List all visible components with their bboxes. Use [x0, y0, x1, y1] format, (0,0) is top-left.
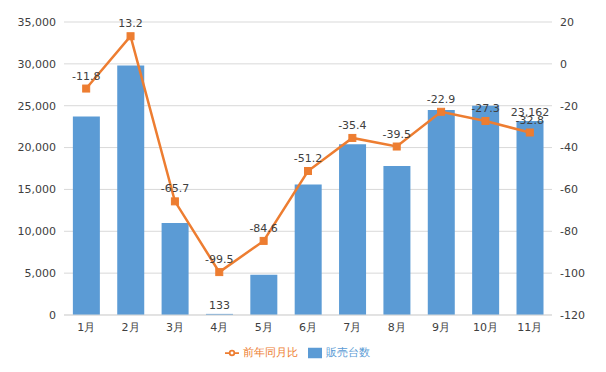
svg-text:10月: 10月 — [473, 321, 498, 334]
svg-text:20: 20 — [560, 16, 574, 29]
svg-text:11月: 11月 — [517, 321, 542, 334]
svg-text:13.2: 13.2 — [118, 17, 143, 30]
svg-text:6月: 6月 — [299, 321, 317, 334]
svg-text:-39.5: -39.5 — [382, 128, 410, 141]
svg-text:5月: 5月 — [255, 321, 273, 334]
svg-text:7月: 7月 — [343, 321, 361, 334]
svg-text:9月: 9月 — [432, 321, 450, 334]
svg-text:4月: 4月 — [210, 321, 228, 334]
svg-text:1月: 1月 — [77, 321, 95, 334]
svg-text:0: 0 — [49, 309, 56, 322]
svg-text:-65.7: -65.7 — [161, 182, 189, 195]
svg-text:10,000: 10,000 — [18, 225, 57, 238]
html-text:販売台数: 販売台数 — [325, 346, 370, 359]
svg-text:-80: -80 — [560, 225, 578, 238]
svg-text:133: 133 — [209, 299, 230, 312]
svg-text:-22.9: -22.9 — [427, 93, 455, 106]
svg-text:-32.8: -32.8 — [516, 114, 544, 127]
svg-text:5,000: 5,000 — [25, 267, 57, 280]
svg-text:-120: -120 — [560, 309, 585, 322]
svg-text:20,000: 20,000 — [18, 141, 57, 154]
svg-text:15,000: 15,000 — [18, 183, 57, 196]
svg-text:-35.4: -35.4 — [338, 119, 366, 132]
svg-text:-51.2: -51.2 — [294, 152, 322, 165]
svg-text:-99.5: -99.5 — [205, 253, 233, 266]
svg-text:25,000: 25,000 — [18, 100, 57, 113]
svg-text:-11.8: -11.8 — [72, 70, 100, 83]
svg-text:-40: -40 — [560, 141, 578, 154]
svg-text:8月: 8月 — [388, 321, 406, 334]
svg-text:2月: 2月 — [122, 321, 140, 334]
svg-text:30,000: 30,000 — [18, 58, 57, 71]
html-text:前年同月比: 前年同月比 — [242, 346, 298, 359]
svg-text:-84.6: -84.6 — [249, 222, 277, 235]
svg-text:3月: 3月 — [166, 321, 184, 334]
svg-text:0: 0 — [560, 58, 567, 71]
svg-text:-100: -100 — [560, 267, 585, 280]
svg-text:35,000: 35,000 — [18, 16, 57, 29]
svg-text:-60: -60 — [560, 183, 578, 196]
svg-text:-20: -20 — [560, 100, 578, 113]
svg-text:-27.3: -27.3 — [471, 102, 499, 115]
